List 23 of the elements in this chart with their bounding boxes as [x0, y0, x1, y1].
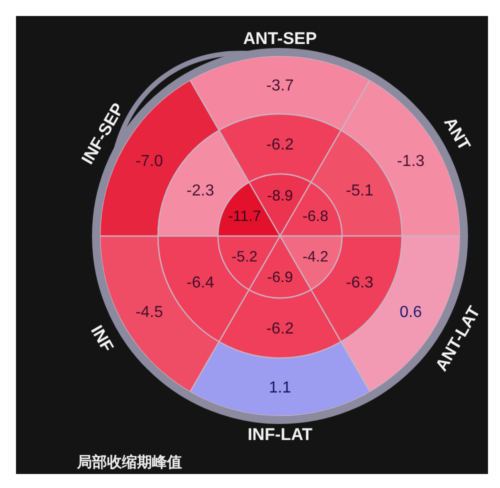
data-label: -2.3 [186, 182, 214, 200]
category-label: ANT-SEP [243, 28, 317, 48]
category-label: INF-LAT [248, 424, 314, 444]
text: 局部收缩期峰值 [76, 453, 182, 471]
data-label: -6.9 [267, 269, 293, 286]
data-label: 0.6 [400, 304, 422, 322]
data-label: -1.3 [396, 153, 425, 170]
data-label: -6.3 [346, 274, 374, 292]
data-label: -6.2 [266, 136, 294, 154]
category-label: INF [87, 322, 118, 356]
data-label: 1.1 [268, 380, 292, 397]
data-label: -4.2 [302, 248, 328, 266]
category-label: ANT [440, 114, 474, 154]
data-label: -11.7 [228, 208, 262, 225]
data-label: -5.2 [232, 248, 258, 266]
data-label: -3.7 [266, 78, 294, 95]
data-label: -6.2 [266, 320, 294, 338]
data-label: -6.4 [186, 274, 214, 292]
data-label: -5.1 [346, 182, 374, 200]
data-label: -4.5 [135, 304, 164, 322]
data-label: -6.8 [302, 208, 328, 225]
data-label: -7.0 [135, 153, 164, 170]
data-label: -8.9 [267, 187, 293, 204]
